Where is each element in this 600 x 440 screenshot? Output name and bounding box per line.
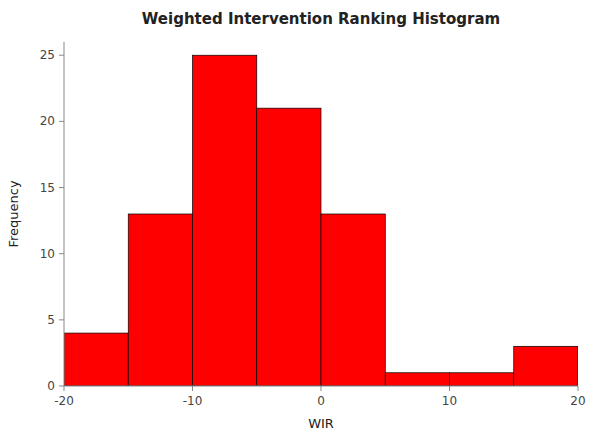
axes: -20 -10 0 10 20 0 5 10 15 20 25 <box>40 42 586 408</box>
x-tick-label: -10 <box>183 394 203 408</box>
x-tick-label: 10 <box>442 394 457 408</box>
x-tick <box>321 386 322 391</box>
y-axis-label: Frequency <box>6 180 21 247</box>
y-tick <box>59 253 64 254</box>
y-tick <box>59 55 64 56</box>
y-tick-label: 20 <box>40 114 55 128</box>
y-tick-label: 15 <box>40 181 55 195</box>
bar <box>193 55 257 386</box>
x-tick <box>192 386 193 391</box>
y-tick <box>59 121 64 122</box>
title: Weighted Intervention Ranking Histogram <box>142 10 500 28</box>
y-tick <box>59 319 64 320</box>
bar <box>64 333 128 386</box>
x-tick <box>64 386 65 391</box>
chart: -20 -10 0 10 20 0 5 10 15 20 25 Weighted Interventi… <box>0 0 600 440</box>
y-tick-label: 0 <box>47 379 55 393</box>
y-tick <box>59 386 64 387</box>
bar <box>385 373 449 386</box>
bar <box>321 214 385 386</box>
y-tick <box>59 187 64 188</box>
x-tick <box>578 386 579 391</box>
bar <box>514 346 578 386</box>
y-tick-label: 10 <box>40 247 55 261</box>
bar <box>128 214 192 386</box>
x-tick-label: 20 <box>570 394 585 408</box>
x-tick <box>449 386 450 391</box>
x-axis-label: WIR <box>308 416 334 431</box>
x-tick-label: 0 <box>317 394 325 408</box>
bars <box>64 55 578 386</box>
y-tick-label: 25 <box>40 48 55 62</box>
y-axis-line <box>64 42 65 386</box>
bar <box>450 373 514 386</box>
y-tick-label: 5 <box>47 313 55 327</box>
x-tick-label: -20 <box>54 394 74 408</box>
bar <box>257 108 321 386</box>
